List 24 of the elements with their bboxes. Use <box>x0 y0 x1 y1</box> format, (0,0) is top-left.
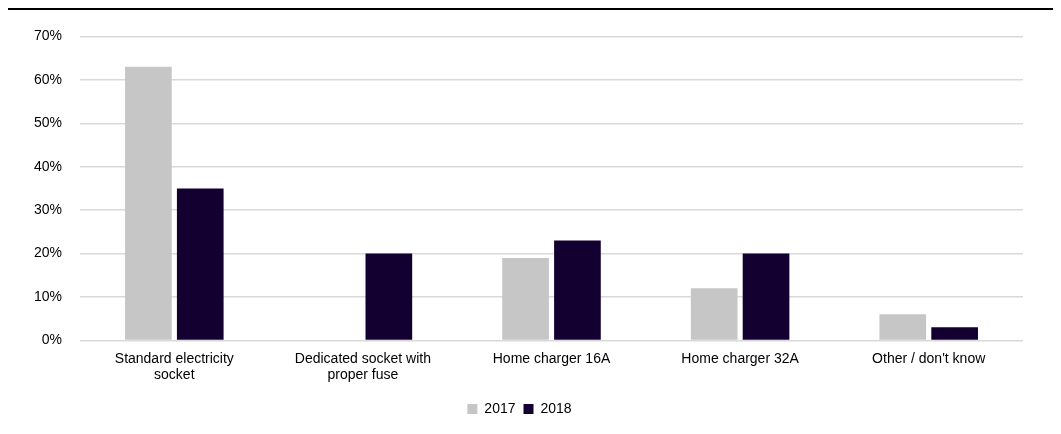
x-tick-label: Other / don't know <box>872 349 987 366</box>
x-tick-label: Standard electricity socket <box>114 349 234 383</box>
bar <box>125 66 172 340</box>
legend-label: 2018 <box>540 399 572 416</box>
x-tick-label: Home charger 16A <box>492 349 611 366</box>
y-tick-label: 20% <box>33 244 63 261</box>
bar <box>690 288 738 340</box>
bar <box>931 327 978 340</box>
y-tick-label: 0% <box>41 331 63 348</box>
y-tick-label: 30% <box>33 200 63 217</box>
y-tick-label: 10% <box>33 287 63 304</box>
bar <box>554 240 601 340</box>
bar <box>742 253 790 340</box>
y-tick-label: 40% <box>33 157 63 174</box>
y-tick-label: 70% <box>33 27 63 44</box>
y-tick-label: 60% <box>33 70 63 87</box>
x-tick-label: Home charger 32A <box>681 349 800 366</box>
x-tick-label: Dedicated socket with proper fuse <box>294 349 432 383</box>
legend-label: 2017 <box>484 399 516 416</box>
bar <box>502 257 549 340</box>
bar <box>176 188 224 340</box>
y-tick-label: 50% <box>33 114 63 131</box>
bar <box>879 314 927 340</box>
bar <box>365 253 413 340</box>
